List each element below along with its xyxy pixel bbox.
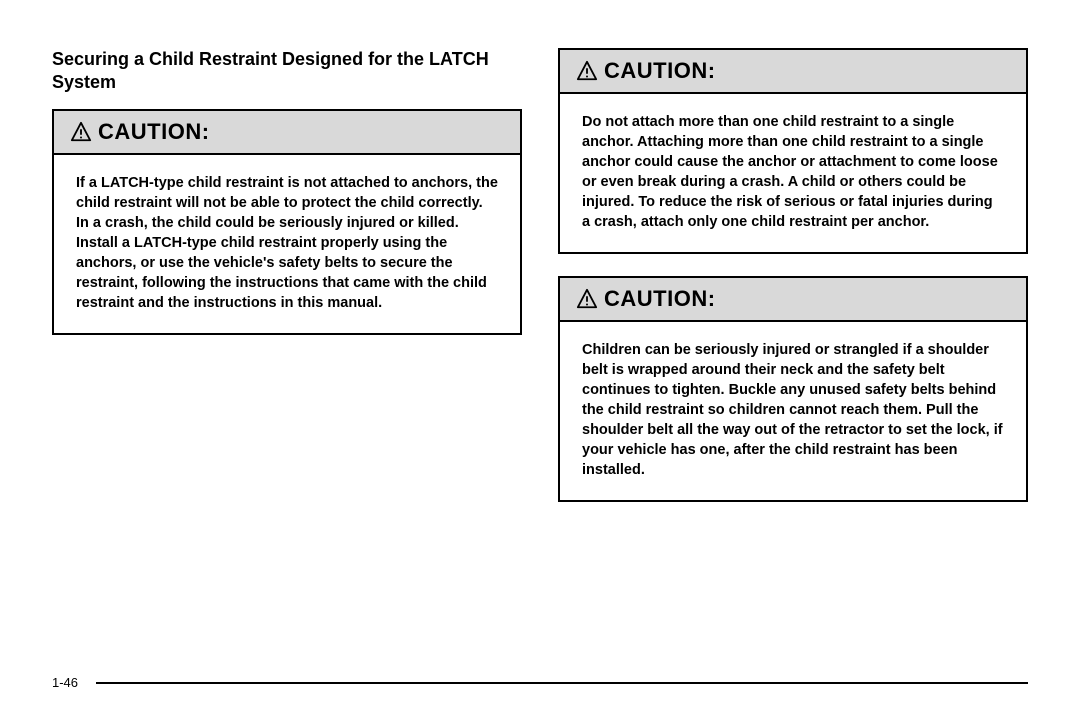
caution-box: CAUTION: If a LATCH-type child restraint…: [52, 109, 522, 335]
caution-label: CAUTION:: [98, 119, 210, 145]
right-column: CAUTION: Do not attach more than one chi…: [558, 48, 1028, 524]
section-title: Securing a Child Restraint Designed for …: [52, 48, 522, 95]
footer-rule: [96, 682, 1028, 684]
caution-header: CAUTION:: [54, 111, 520, 155]
warning-triangle-icon: [576, 60, 598, 82]
page-footer: 1-46: [52, 667, 1028, 690]
two-column-layout: Securing a Child Restraint Designed for …: [52, 48, 1028, 524]
caution-label: CAUTION:: [604, 58, 716, 84]
caution-body-text: Do not attach more than one child restra…: [560, 94, 1026, 252]
caution-label: CAUTION:: [604, 286, 716, 312]
caution-body-text: If a LATCH-type child restraint is not a…: [54, 155, 520, 333]
warning-triangle-icon: [70, 121, 92, 143]
caution-body-text: Children can be seriously injured or str…: [560, 322, 1026, 500]
page-number: 1-46: [52, 675, 78, 690]
caution-box: CAUTION: Do not attach more than one chi…: [558, 48, 1028, 254]
warning-triangle-icon: [576, 288, 598, 310]
left-column: Securing a Child Restraint Designed for …: [52, 48, 522, 524]
caution-header: CAUTION:: [560, 50, 1026, 94]
caution-header: CAUTION:: [560, 278, 1026, 322]
manual-page: Securing a Child Restraint Designed for …: [0, 0, 1080, 720]
caution-box: CAUTION: Children can be seriously injur…: [558, 276, 1028, 502]
